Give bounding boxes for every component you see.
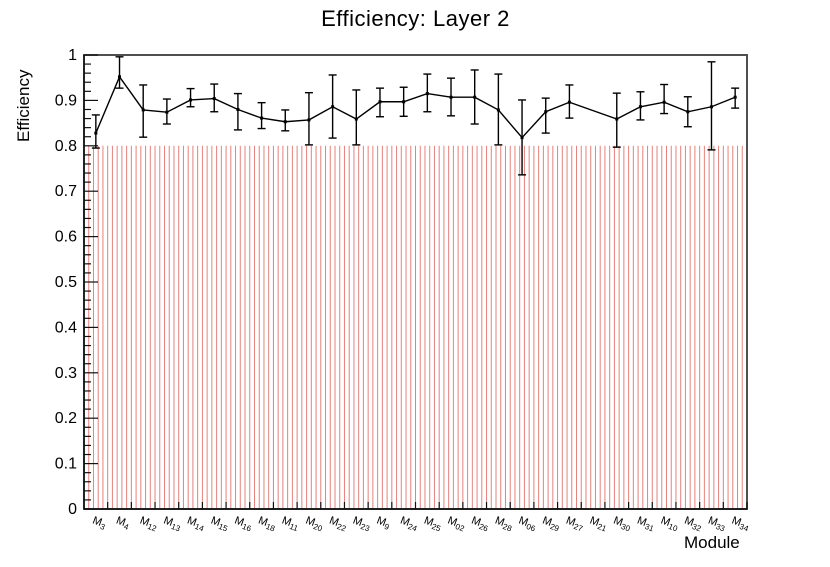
chart-title: Efficiency: Layer 2	[321, 6, 510, 31]
y-tick-label: 0.7	[55, 183, 77, 200]
x-category-label: M23	[351, 515, 373, 534]
y-tick-label: 0.9	[55, 92, 77, 109]
data-point	[733, 95, 737, 99]
data-point	[165, 110, 169, 114]
data-point	[520, 136, 524, 140]
data-point	[236, 107, 240, 111]
y-tick-label: 0	[68, 501, 77, 518]
data-point	[662, 100, 666, 104]
x-category-label: M30	[611, 515, 633, 534]
data-point	[425, 92, 429, 96]
x-category-label: M11	[280, 515, 302, 534]
y-axis-title: Efficiency	[14, 69, 33, 142]
x-category-label: M02	[445, 515, 467, 534]
data-point	[94, 131, 98, 135]
data-point	[473, 95, 477, 99]
data-point	[402, 100, 406, 104]
data-point	[449, 95, 453, 99]
x-category-label: M24	[398, 515, 420, 534]
x-category-label: M28	[493, 515, 515, 534]
data-point	[331, 105, 335, 109]
data-point	[141, 108, 145, 112]
data-point	[496, 108, 500, 112]
data-point	[709, 105, 713, 109]
data-point	[260, 116, 264, 120]
x-category-label: M06	[517, 515, 539, 534]
y-tick-label: 0.6	[55, 229, 77, 246]
y-tick-label: 0.1	[55, 456, 77, 473]
data-point	[378, 100, 382, 104]
y-tick-label: 0.4	[55, 319, 77, 336]
x-category-label: M12	[138, 515, 160, 534]
x-category-label: M13	[161, 515, 183, 534]
x-category-label: M16	[232, 515, 254, 534]
x-category-label: M10	[659, 515, 681, 534]
x-category-label: M34	[730, 515, 752, 534]
x-category-label: M32	[682, 515, 704, 534]
x-category-label: M3	[90, 515, 108, 533]
y-tick-label: 0.3	[55, 365, 77, 382]
data-point	[615, 117, 619, 121]
data-point	[212, 97, 216, 101]
x-category-label: M29	[540, 515, 562, 534]
data-point	[638, 105, 642, 109]
x-category-label: M20	[303, 515, 325, 534]
data-point	[118, 75, 122, 79]
data-point	[283, 120, 287, 124]
x-category-label: M14	[185, 515, 207, 534]
data-point	[307, 118, 311, 122]
data-point	[544, 110, 548, 114]
x-category-label: M25	[422, 515, 444, 534]
y-tick-label: 1	[68, 47, 77, 64]
x-category-label: M18	[256, 515, 278, 534]
x-category-label: M31	[635, 515, 657, 534]
data-point	[686, 110, 690, 114]
data-point	[354, 117, 358, 121]
y-tick-label: 0.2	[55, 410, 77, 427]
x-category-label: M33	[706, 515, 728, 534]
x-category-label: M22	[327, 515, 349, 534]
x-category-label: M21	[588, 515, 610, 534]
data-point	[567, 100, 571, 104]
x-category-label: M27	[564, 515, 586, 534]
x-axis-title: Module	[684, 533, 740, 552]
y-tick-label: 0.5	[55, 274, 77, 291]
x-category-label: M9	[374, 515, 392, 533]
x-category-label: M4	[114, 515, 132, 533]
data-point	[189, 98, 193, 102]
x-category-label: M26	[469, 515, 491, 534]
y-tick-label: 0.8	[55, 138, 77, 155]
x-category-label: M15	[209, 515, 231, 534]
